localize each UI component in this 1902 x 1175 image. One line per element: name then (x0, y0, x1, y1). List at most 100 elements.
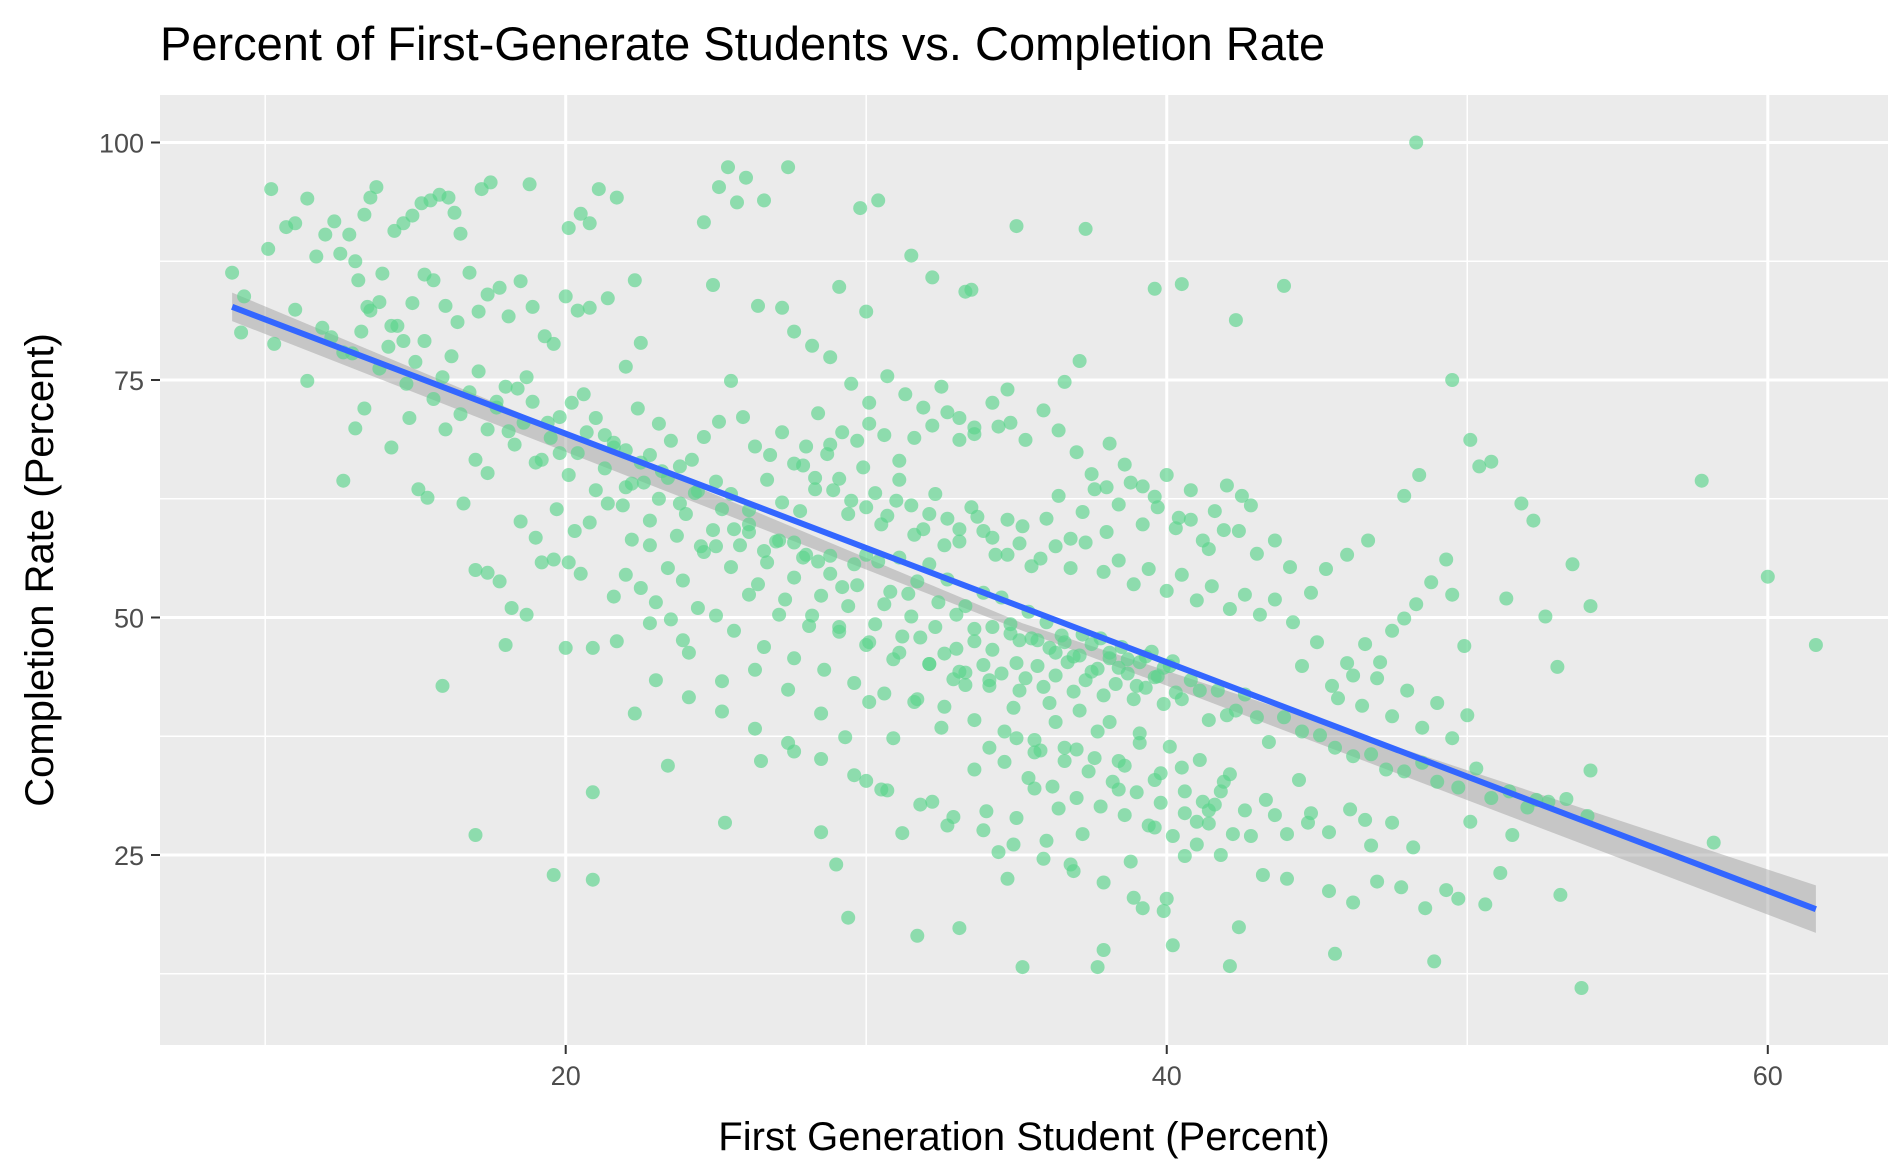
data-point (327, 214, 342, 229)
data-point (1526, 513, 1541, 528)
data-point (757, 544, 771, 558)
data-point (672, 459, 687, 474)
data-point (1120, 666, 1135, 681)
data-point (1072, 354, 1087, 368)
data-point (1057, 740, 1072, 755)
data-point (681, 645, 696, 660)
data-point (363, 190, 378, 205)
data-point (925, 270, 940, 285)
data-point (1331, 691, 1345, 706)
data-point (988, 547, 1003, 562)
data-point (730, 195, 744, 210)
data-point (468, 452, 483, 467)
data-point (739, 170, 753, 185)
data-point (1370, 671, 1385, 686)
data-point (1000, 871, 1015, 886)
data-point (513, 514, 528, 529)
data-point (787, 651, 802, 666)
data-point (453, 226, 468, 241)
data-point (1385, 623, 1400, 638)
data-point (1057, 754, 1072, 768)
data-point (1192, 683, 1207, 698)
data-point (633, 581, 648, 595)
data-point (1231, 920, 1246, 935)
data-point (1165, 829, 1180, 843)
data-point (841, 599, 856, 614)
data-point (850, 433, 865, 448)
trend-line-layer (231, 304, 1817, 912)
data-point (1075, 505, 1090, 519)
data-point (237, 289, 252, 304)
data-point (1141, 562, 1156, 576)
data-point (1111, 497, 1126, 512)
data-point (1808, 638, 1823, 652)
data-point (967, 713, 982, 728)
data-point (907, 695, 922, 709)
data-point (760, 472, 775, 487)
data-point (348, 421, 363, 436)
data-point (573, 566, 588, 581)
data-point (709, 608, 723, 623)
data-point (1559, 792, 1574, 806)
data-point (402, 411, 417, 425)
data-point (1153, 795, 1168, 810)
data-point (823, 350, 838, 365)
data-point (1105, 774, 1120, 789)
data-point (420, 490, 435, 505)
data-point (841, 507, 856, 521)
data-point (1361, 533, 1376, 548)
data-point (994, 666, 1009, 681)
data-point (501, 309, 516, 324)
data-point (342, 227, 357, 242)
data-point (426, 273, 441, 288)
data-point (519, 607, 534, 622)
data-point (1550, 659, 1565, 674)
data-point (1346, 668, 1361, 683)
data-point (1000, 547, 1015, 562)
data-point (1015, 519, 1030, 534)
data-point (1021, 771, 1036, 785)
data-point (1087, 751, 1102, 766)
data-point (1379, 762, 1394, 777)
data-point (663, 612, 678, 627)
data-point (1048, 715, 1063, 729)
data-point (718, 815, 732, 830)
data-point (1126, 692, 1141, 707)
data-point (1412, 468, 1427, 482)
data-point (832, 620, 847, 634)
data-point (715, 674, 729, 689)
data-point (934, 379, 949, 394)
data-point (1024, 631, 1039, 646)
data-point (820, 447, 835, 462)
data-point (868, 486, 883, 501)
data-point (838, 730, 853, 745)
data-point (267, 336, 282, 351)
data-point (1072, 703, 1087, 718)
data-point (811, 406, 826, 421)
data-point (1036, 851, 1051, 866)
data-point (1057, 374, 1072, 389)
data-point (952, 432, 967, 447)
data-point (826, 483, 841, 498)
data-point (1042, 696, 1057, 710)
data-point (642, 538, 657, 553)
data-point (450, 315, 465, 330)
data-point (748, 721, 762, 736)
data-point (480, 466, 495, 481)
data-point (736, 410, 750, 425)
data-point (264, 182, 279, 197)
data-point (1385, 709, 1400, 724)
data-point (1706, 835, 1721, 850)
data-point (1430, 774, 1445, 789)
data-point (1183, 673, 1198, 688)
data-point (1358, 812, 1373, 827)
data-point (1084, 467, 1099, 482)
data-point (1409, 597, 1424, 612)
data-point (832, 279, 847, 294)
data-point (1009, 219, 1024, 234)
data-point (796, 550, 811, 565)
data-point (663, 433, 678, 448)
data-point (546, 868, 561, 882)
data-point (952, 522, 967, 537)
data-point (901, 586, 916, 601)
